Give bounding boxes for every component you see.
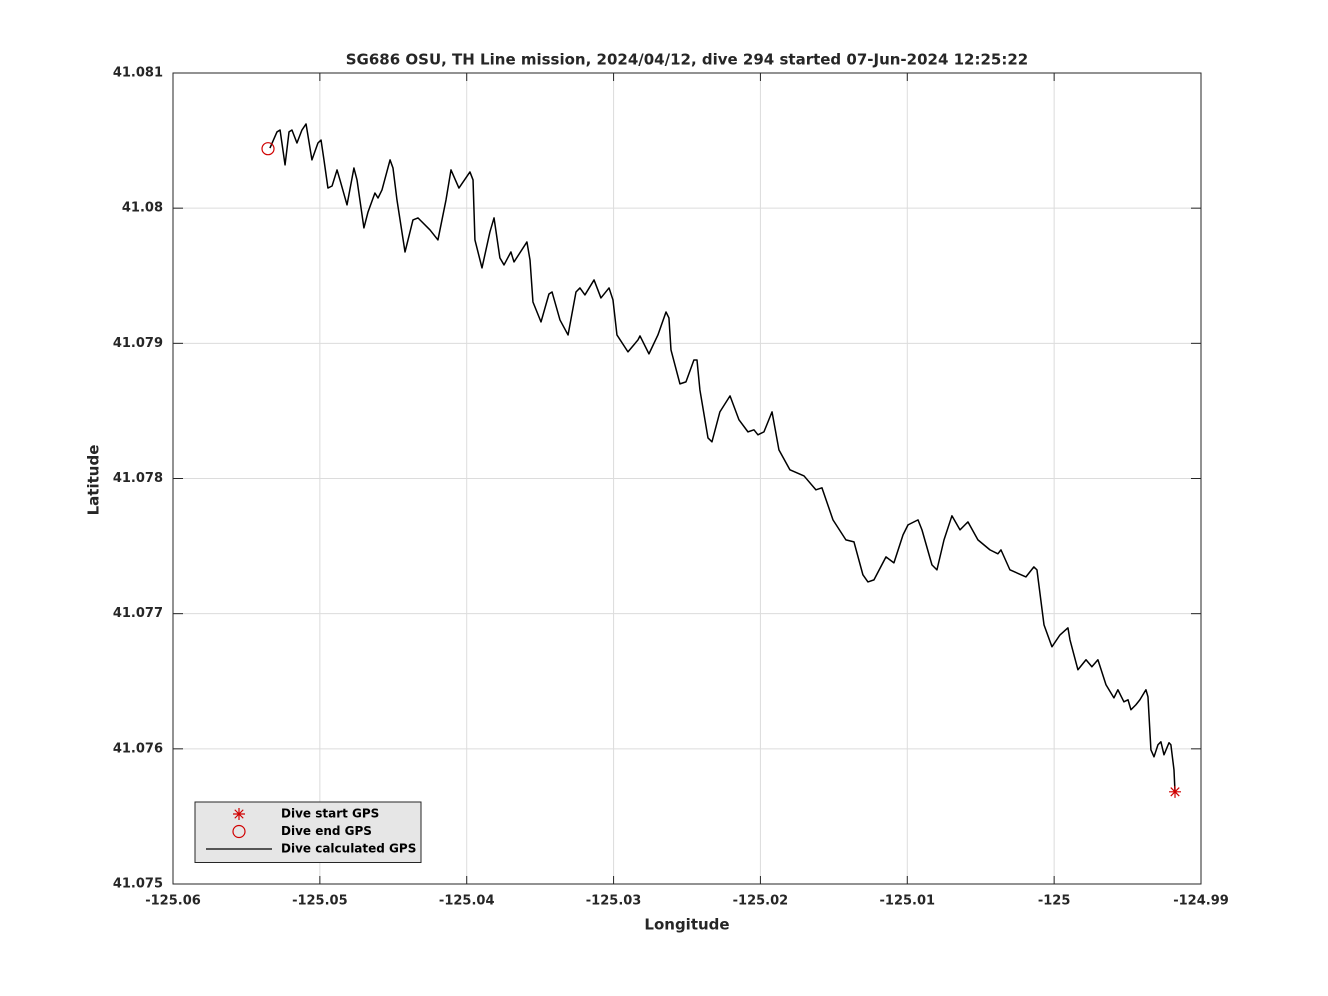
- end-marker: [261, 142, 275, 156]
- y-tick-label: 41.075: [113, 877, 163, 892]
- y-axis-label: Latitude: [85, 445, 103, 516]
- data: [261, 123, 1182, 798]
- x-tick-label: -125.04: [439, 894, 495, 909]
- chart-title: SG686 OSU, TH Line mission, 2024/04/12, …: [346, 51, 1029, 69]
- start-marker: [1169, 785, 1182, 798]
- y-tick-label: 41.08: [122, 201, 163, 216]
- y-tick-label: 41.076: [113, 741, 163, 756]
- legend-label: Dive calculated GPS: [281, 842, 416, 856]
- x-tick-label: -125.03: [586, 894, 642, 909]
- legend: Dive start GPS Dive end GPS Dive calculate…: [194, 801, 422, 863]
- y-tick-label: 41.078: [113, 471, 163, 486]
- x-tick-label: -125: [1038, 894, 1071, 909]
- x-tick-label: -125.01: [880, 894, 936, 909]
- x-tick-label: -125.06: [145, 894, 201, 909]
- legend-symbol: [233, 808, 245, 820]
- y-tick-label: 41.079: [113, 336, 163, 351]
- y-tick-label: 41.077: [113, 606, 163, 621]
- x-tick-label: -124.99: [1173, 894, 1229, 909]
- x-tick-label: -125.02: [733, 894, 789, 909]
- legend-label: Dive start GPS: [281, 807, 379, 821]
- x-tick-label: -125.05: [292, 894, 348, 909]
- y-tick-label: 41.081: [113, 66, 163, 81]
- legend-label: Dive end GPS: [281, 824, 372, 838]
- track-line: [269, 123, 1176, 792]
- legend-symbol: [232, 824, 246, 839]
- x-axis-label: Longitude: [644, 916, 729, 934]
